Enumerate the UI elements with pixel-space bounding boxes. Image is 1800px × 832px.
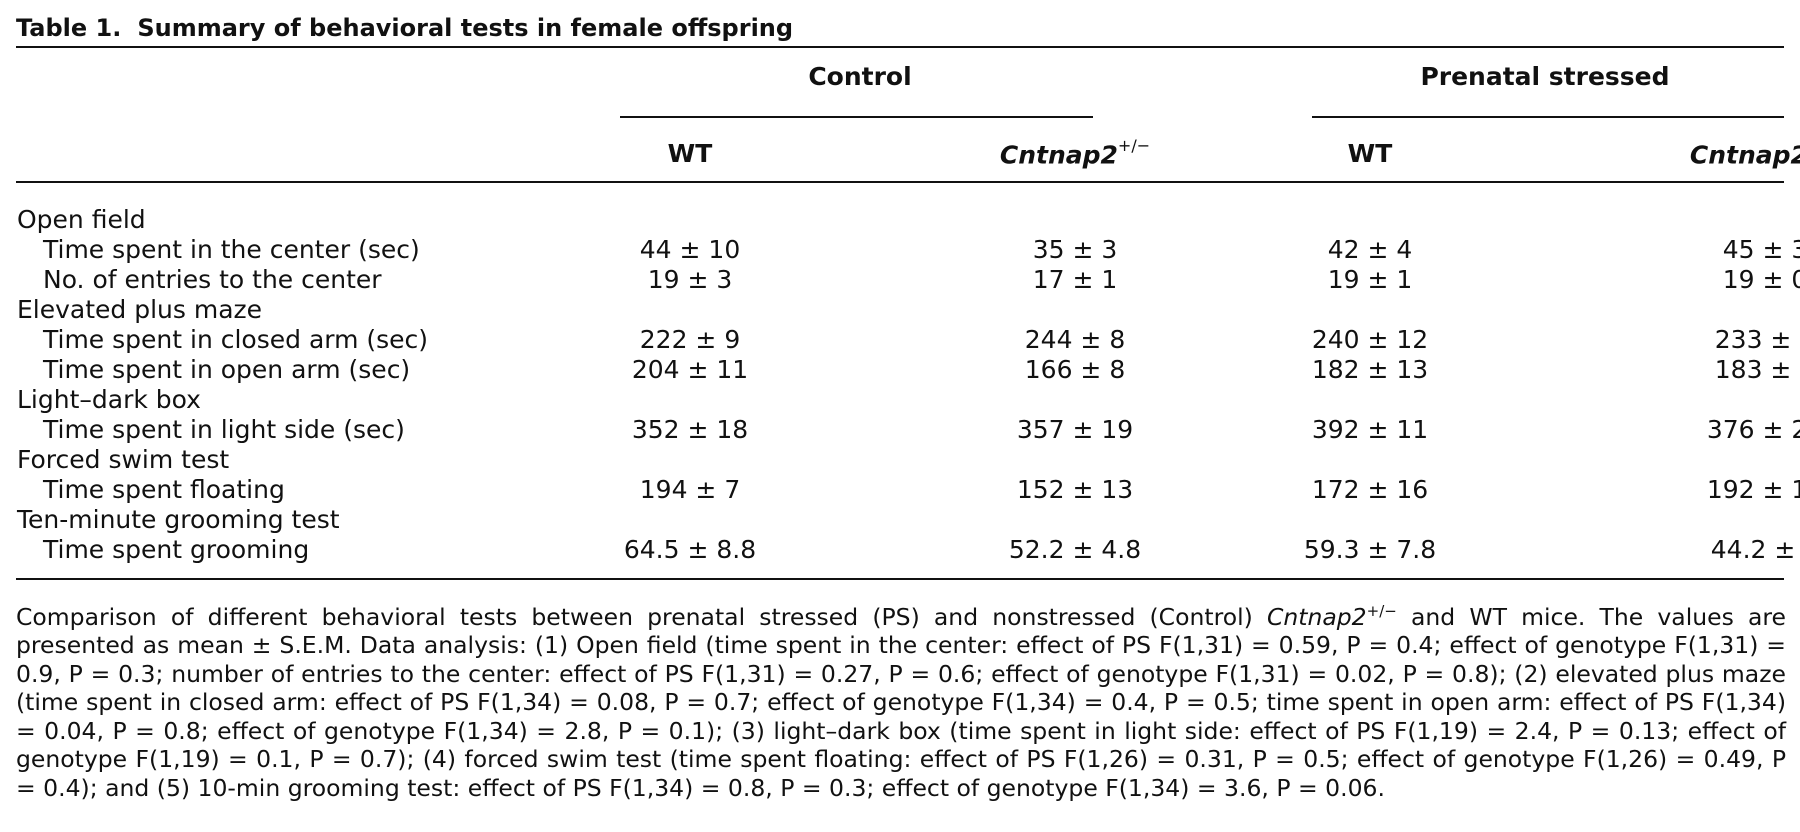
bottom-rule (16, 578, 1784, 580)
table-row: No. of entries to the center 19 ± 3 17 ±… (43, 265, 1800, 294)
table-label: Table 1. (16, 14, 122, 42)
category-row: Open field (17, 205, 146, 234)
table-footnote: Comparison of different behavioral tests… (16, 602, 1786, 802)
table-caption: Summary of behavioral tests in female of… (137, 14, 794, 42)
category-row: Ten-minute grooming test (17, 505, 340, 534)
table-title: Table 1. Summary of behavioral tests in f… (16, 14, 793, 42)
col-header-3: WT (1347, 139, 1393, 168)
table-row: Time spent grooming 64.5 ± 8.8 52.2 ± 4.… (43, 535, 1800, 564)
gene-name: Cntnap2 (1266, 602, 1367, 631)
table-row: Time spent in open arm (sec) 204 ± 11 16… (43, 355, 1800, 384)
col-header-2: Cntnap2+/− (999, 136, 1151, 170)
gene-superscript: +/− (1366, 602, 1397, 620)
category-row: Elevated plus maze (17, 295, 263, 324)
category-row: Forced swim test (17, 445, 230, 474)
prenatal-span-rule (1312, 116, 1784, 118)
category-row: Light–dark box (17, 385, 201, 414)
header-rule (16, 181, 1784, 183)
top-rule (16, 46, 1784, 48)
col-header-4: Cntnap2+/− (1689, 140, 1800, 170)
group-header-prenatal: Prenatal stressed (1420, 62, 1670, 91)
col-header-1: WT (667, 139, 713, 168)
control-span-rule (620, 116, 1093, 118)
table-row: Time spent in closed arm (sec) 222 ± 9 2… (43, 325, 1800, 354)
table-row: Time spent in light side (sec) 352 ± 18 … (43, 415, 1800, 444)
group-header-control: Control (808, 62, 912, 91)
table-row: Time spent in the center (sec) 44 ± 10 3… (43, 235, 1800, 264)
table-row: Time spent floating 194 ± 7 152 ± 13 172… (43, 475, 1800, 504)
